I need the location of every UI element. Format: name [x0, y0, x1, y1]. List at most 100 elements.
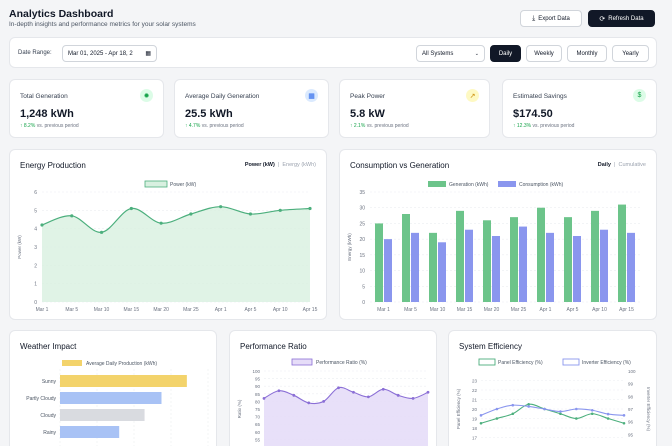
data-point [622, 414, 626, 417]
data-point [292, 393, 296, 397]
bar-consumption [384, 239, 392, 302]
y-tick-label: 5 [34, 208, 37, 214]
stat-label: Average Daily Generation [185, 93, 260, 100]
y-tick-label: 4 [34, 227, 37, 233]
legend-swatch [62, 360, 82, 366]
y-tick-label: 10 [359, 269, 365, 275]
y-tick-label: 85 [255, 392, 261, 397]
period-yearly-button[interactable]: Yearly [612, 45, 649, 62]
category-label: Rainy [43, 430, 56, 436]
legend-swatch [498, 181, 516, 187]
chevron-down-icon: ⌄ [474, 50, 479, 57]
x-tick-label: Mar 5 [65, 307, 78, 313]
y-tick-label: 100 [252, 369, 260, 374]
stat-card-estimated-savings: Estimated Savings $174.50 ↑ 12.3% vs. pr… [502, 79, 657, 138]
y-tick-label: 95 [255, 377, 261, 382]
performance-ratio-chart: 50556065707580859095100Ratio (%)Performa… [237, 358, 430, 446]
page-subtitle: In-depth insights and performance metric… [9, 21, 196, 28]
y-tick-label: 75 [255, 407, 261, 412]
legend-swatch [291, 358, 313, 366]
data-point [575, 407, 578, 411]
card-title: Energy Production [20, 161, 86, 170]
x-tick-label: Mar 15 [124, 307, 140, 313]
stat-value: 25.5 kWh [185, 108, 233, 120]
y-tick-label: 30 [359, 206, 365, 212]
series-area [42, 206, 310, 302]
y-tick-label: 5 [362, 284, 365, 290]
y-tick-label: 35 [359, 190, 365, 196]
data-point [219, 205, 223, 209]
stat-value: 5.8 kW [350, 108, 385, 120]
x-tick-label: Mar 10 [94, 307, 110, 313]
stat-card-total-generation: Total Generation 1,248 kWh ↑ 8.2% vs. pr… [9, 79, 164, 138]
x-tick-label: Mar 10 [430, 307, 446, 313]
data-point [70, 214, 74, 218]
sun-icon: ✹ [140, 89, 153, 102]
card-title: Performance Ratio [240, 342, 307, 351]
y2-tick-label: 96 [628, 420, 634, 425]
bar-generation [537, 207, 545, 302]
bar-generation [564, 217, 572, 302]
data-point [322, 400, 326, 403]
data-point [590, 412, 594, 416]
bar-consumption [411, 232, 419, 302]
x-tick-label: Mar 20 [484, 307, 500, 313]
series-line [480, 403, 625, 424]
period-weekly-button[interactable]: Weekly [526, 45, 562, 62]
y-tick-label: 1 [34, 282, 37, 288]
stat-value: $174.50 [513, 108, 553, 120]
x-tick-label: Apr 1 [215, 307, 227, 313]
y-tick-label: 65 [255, 422, 261, 427]
data-point [308, 206, 312, 211]
date-range-input[interactable]: Mar 01, 2025 - Apr 18, 2 ▦ [62, 45, 157, 62]
refresh-data-button[interactable]: ⟳ Refresh Data [588, 10, 655, 27]
period-monthly-button[interactable]: Monthly [567, 45, 607, 62]
weather-bar [60, 409, 145, 421]
period-daily-button[interactable]: Daily [490, 45, 521, 62]
export-data-button[interactable]: ⤓ Export Data [520, 10, 582, 27]
y-tick-label: 2 [34, 263, 37, 269]
bar-generation [402, 214, 410, 302]
data-point [366, 395, 370, 399]
toggle-daily[interactable]: Daily [597, 162, 611, 168]
energy-production-chart: 0 1 2 3 4 5 6 Mar 1 Mar 5 Mar 10 Mar 15 Mar 20 Mar 2… [17, 180, 318, 313]
y-axis-label: Panel Efficiency (%) [456, 388, 461, 429]
stat-change: ↑ 2.1% vs. previous period [350, 123, 409, 129]
bar-generation [483, 220, 491, 302]
y2-tick-label: 99 [628, 382, 634, 387]
y-tick-label: 20 [472, 407, 478, 412]
legend-label: Power (kW) [170, 182, 196, 188]
card-title: System Efficiency [459, 342, 522, 351]
y-tick-label: 3 [34, 245, 37, 251]
toggle-energy[interactable]: Energy (kWh) [282, 162, 316, 168]
system-select[interactable]: All Systems ⌄ [416, 45, 485, 62]
legend-swatch [562, 358, 580, 366]
y-tick-label: 20 [359, 237, 365, 243]
legend-swatch [428, 181, 446, 187]
bar-consumption [438, 242, 446, 302]
y-tick-label: 90 [255, 384, 261, 389]
bar-consumption [573, 236, 581, 302]
stat-card-peak-power: Peak Power 5.8 kW ↑ 2.1% vs. previous pe… [339, 79, 490, 138]
weather-bar [60, 375, 187, 387]
y2-tick-label: 100 [628, 369, 636, 374]
card-title: Weather Impact [20, 342, 77, 351]
x-tick-label: Mar 1 [377, 307, 390, 313]
data-point [307, 401, 311, 405]
card-title: Consumption vs Generation [350, 161, 450, 170]
y-tick-label: 0 [362, 300, 365, 306]
data-point [278, 208, 282, 212]
bar-consumption [600, 229, 608, 302]
stat-label: Total Generation [20, 93, 68, 100]
stat-value: 1,248 kWh [20, 108, 74, 120]
toggle-cumulative[interactable]: Cumulative [618, 162, 646, 168]
data-point [352, 390, 355, 394]
y2-axis-label: Inverter Efficiency (%) [646, 387, 651, 431]
data-point [527, 402, 530, 406]
x-tick-label: Mar 5 [404, 307, 417, 313]
consumption-card: Consumption vs Generation Daily | Cumula… [339, 149, 657, 320]
legend-swatch [144, 180, 168, 188]
toggle-power[interactable]: Power (kW) [244, 162, 275, 168]
x-tick-label: Mar 25 [511, 307, 527, 313]
legend-label: Inverter Efficiency (%) [582, 360, 631, 366]
